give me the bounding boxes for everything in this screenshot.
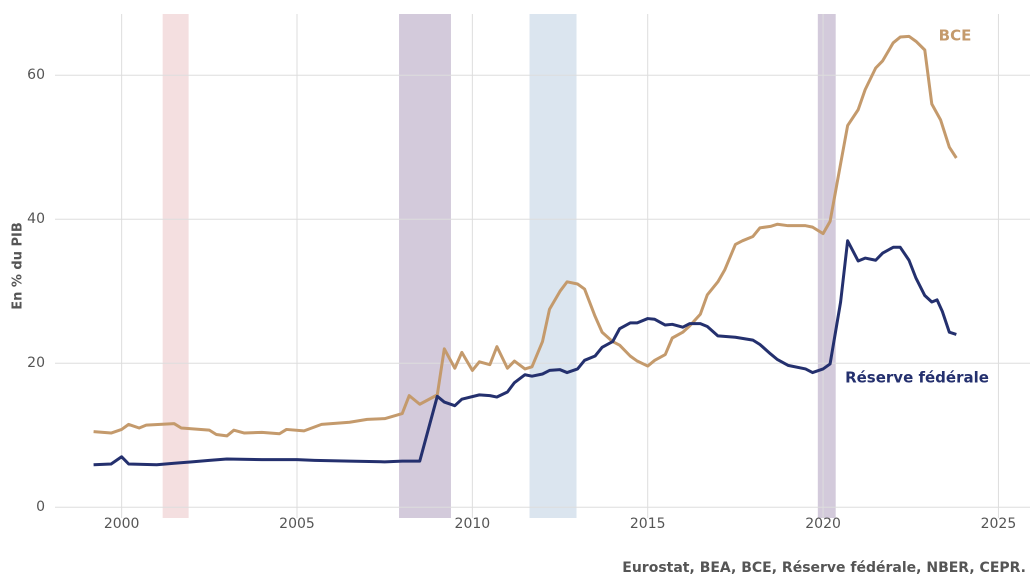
shaded-period bbox=[162, 14, 189, 518]
series-line bbox=[93, 239, 957, 467]
y-tick-label: 20 bbox=[27, 355, 45, 371]
y-tick-label: 40 bbox=[27, 211, 45, 227]
x-tick-label: 2015 bbox=[630, 516, 666, 532]
x-tick-label: 2005 bbox=[279, 516, 315, 532]
series-label: Réserve fédérale bbox=[845, 369, 989, 387]
source: Eurostat, BEA, BCE, Réserve fédérale, NB… bbox=[622, 560, 1026, 576]
x-tick-label: 2020 bbox=[805, 516, 841, 532]
series-line bbox=[93, 34, 958, 438]
shaded-period bbox=[817, 14, 836, 518]
shaded-period bbox=[529, 14, 577, 518]
y-axis-label: En % du PIB bbox=[11, 222, 26, 310]
x-tick-label: 2010 bbox=[455, 516, 491, 532]
x-tick-label: 2000 bbox=[104, 516, 140, 532]
shaded-period bbox=[399, 14, 451, 518]
x-tick-label: 2025 bbox=[981, 516, 1017, 532]
y-tick-label: 0 bbox=[36, 499, 45, 515]
series-label: BCE bbox=[939, 27, 972, 45]
y-tick-label: 60 bbox=[27, 67, 45, 83]
